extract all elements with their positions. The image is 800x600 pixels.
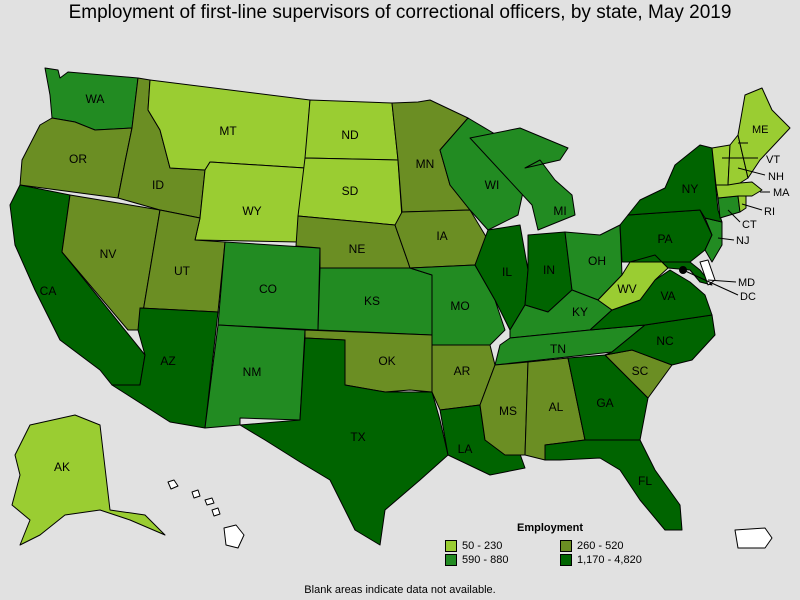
label-LA: LA: [458, 442, 473, 456]
label-AZ: AZ: [160, 354, 175, 368]
label-TX: TX: [350, 430, 365, 444]
label-RI: RI: [764, 206, 775, 218]
label-NE: NE: [349, 242, 366, 256]
legend-item: 260 - 520: [560, 540, 670, 552]
state-TX: [239, 337, 449, 546]
label-GA: GA: [596, 396, 613, 410]
label-SD: SD: [342, 184, 359, 198]
label-IA: IA: [436, 229, 447, 243]
legend-swatch: [445, 540, 457, 552]
label-WA: WA: [86, 92, 105, 106]
legend-swatch: [560, 554, 572, 566]
label-CA: CA: [40, 284, 57, 298]
legend-item: 590 - 880: [445, 554, 560, 566]
label-UT: UT: [174, 264, 191, 278]
map-title: Employment of first-line supervisors of …: [68, 2, 732, 23]
legend-title: Employment: [516, 522, 583, 534]
label-PA: PA: [657, 232, 672, 246]
label-VA: VA: [660, 289, 675, 303]
label-MS: MS: [499, 404, 517, 418]
label-MA: MA: [773, 187, 790, 199]
state-NH: [727, 134, 749, 186]
label-WI: WI: [485, 178, 500, 192]
label-ID: ID: [152, 178, 164, 192]
state-WY: [194, 161, 306, 243]
state-AK: [11, 414, 166, 546]
label-WY: WY: [242, 204, 261, 218]
label-ND: ND: [341, 128, 359, 142]
label-ME: ME: [752, 124, 769, 136]
state-AZ: [111, 307, 219, 429]
label-OH: OH: [588, 254, 606, 268]
label-DC: DC: [740, 291, 756, 303]
legend-swatch: [445, 554, 457, 566]
label-MI: MI: [553, 204, 566, 218]
label-MN: MN: [416, 157, 435, 171]
state-GA: [567, 354, 649, 441]
label-NM: NM: [243, 365, 262, 379]
state-ME: [737, 87, 791, 179]
state-MD: [629, 254, 713, 286]
legend: Employment 50 - 230 260 - 520 590 - 880 …: [445, 522, 655, 566]
legend-label: 590 - 880: [462, 554, 509, 566]
legend-item: 50 - 230: [445, 540, 560, 552]
label-TN: TN: [550, 342, 566, 356]
label-OR: OR: [69, 152, 87, 166]
label-NY: NY: [682, 182, 699, 196]
state-HI: [167, 479, 245, 549]
label-IN: IN: [543, 263, 555, 277]
label-CO: CO: [259, 282, 277, 296]
label-KS: KS: [364, 294, 380, 308]
label-NV: NV: [100, 247, 117, 261]
legend-label: 50 - 230: [462, 540, 503, 552]
label-VT: VT: [766, 154, 780, 166]
label-MT: MT: [219, 124, 237, 138]
label-AR: AR: [454, 364, 471, 378]
label-MO: MO: [450, 299, 469, 313]
label-IL: IL: [502, 265, 512, 279]
label-NC: NC: [656, 334, 674, 348]
state-CT: [717, 195, 741, 219]
label-AK: AK: [54, 460, 70, 474]
legend-item: 1,170 - 4,820: [560, 554, 670, 566]
label-KY: KY: [572, 305, 588, 319]
label-SC: SC: [632, 364, 649, 378]
label-MD: MD: [738, 277, 755, 289]
state-MA: [715, 181, 763, 199]
legend-label: 1,170 - 4,820: [577, 554, 642, 566]
state-MI: [469, 127, 576, 231]
label-FL: FL: [638, 474, 652, 488]
state-PR: [734, 527, 773, 549]
label-OK: OK: [378, 354, 395, 368]
label-NJ: NJ: [736, 235, 749, 247]
label-NH: NH: [768, 171, 784, 183]
label-AL: AL: [549, 400, 564, 414]
state-FL: [544, 439, 683, 531]
label-leaders: [682, 142, 770, 296]
legend-swatch: [560, 540, 572, 552]
state-NY: [627, 144, 723, 223]
label-CT: CT: [742, 219, 757, 231]
label-WV: WV: [617, 282, 636, 296]
footnote: Blank areas indicate data not available.: [304, 584, 496, 596]
legend-label: 260 - 520: [577, 540, 624, 552]
